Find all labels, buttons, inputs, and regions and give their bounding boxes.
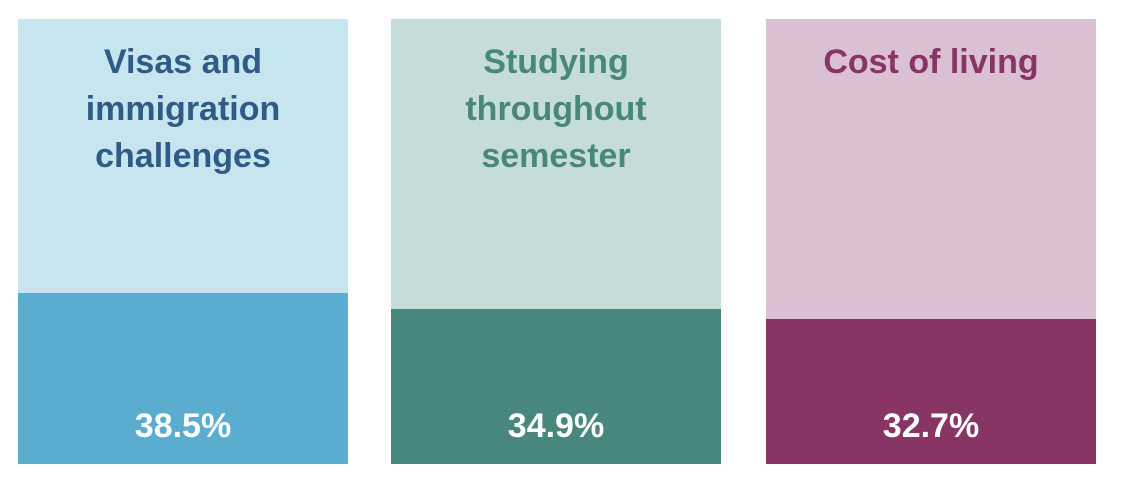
bar: 34.9% [391,308,721,464]
category-label: Studying throughout semester [465,43,647,175]
category-label: Visas and immigration challenges [85,43,281,175]
value-label: 34.9% [507,407,605,445]
panel: Cost of living 32.7% [766,19,1096,464]
value-label: 38.5% [134,407,232,445]
bar: 32.7% [766,318,1096,464]
panel: Visas and immigration challenges 38.5% [18,19,348,464]
panel: Studying throughout semester 34.9% [391,19,721,464]
category-label: Cost of living [823,43,1039,81]
value-label: 32.7% [882,407,980,445]
bar: 38.5% [18,292,348,464]
